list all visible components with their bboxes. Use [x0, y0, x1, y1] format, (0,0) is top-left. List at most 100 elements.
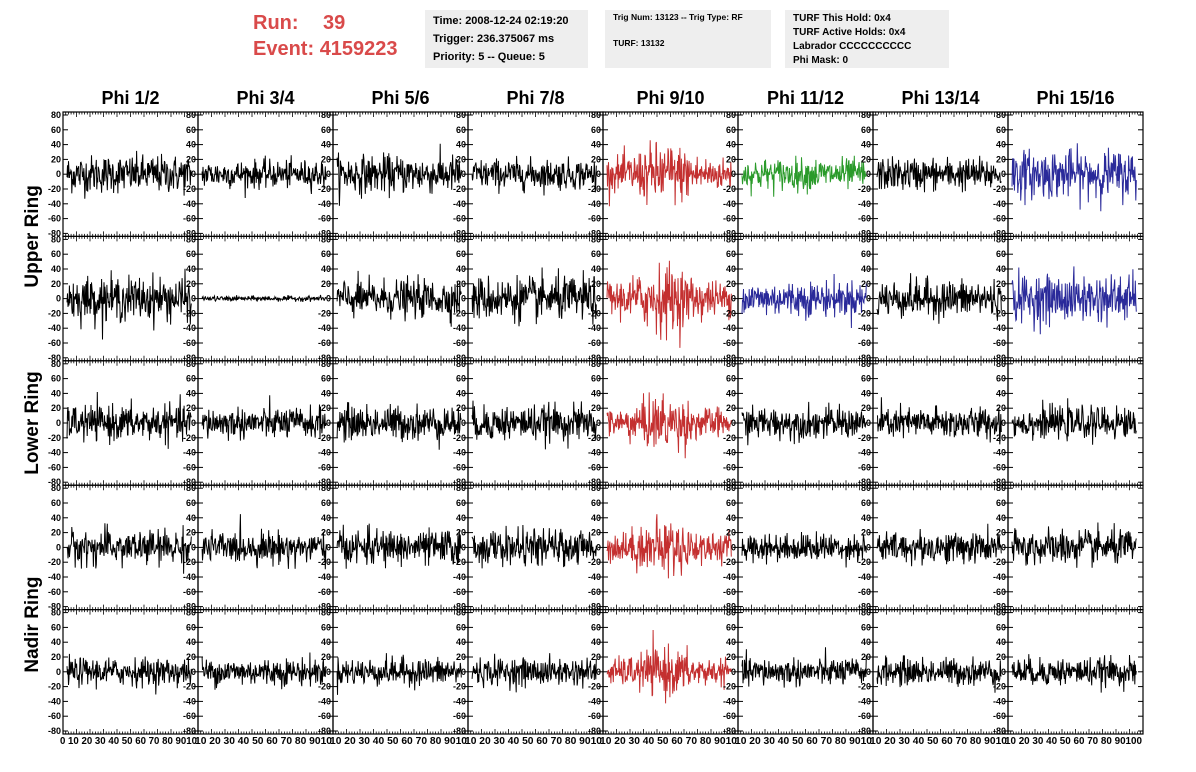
waveform-r5c1 [66, 653, 192, 695]
y-tick-label: 80 [591, 110, 601, 120]
y-tick-label: 40 [996, 140, 1006, 150]
y-tick-label: 60 [861, 125, 871, 135]
waveform-r4c8 [1011, 522, 1137, 568]
y-tick-label: 0 [191, 169, 196, 179]
y-tick-label: -40 [588, 448, 601, 458]
y-tick-label: -60 [723, 338, 736, 348]
y-tick-label: -60 [993, 462, 1006, 472]
y-tick-label: 40 [591, 264, 601, 274]
y-tick-label: -20 [858, 433, 871, 443]
y-tick-label: 20 [51, 279, 61, 289]
y-tick-label: 40 [456, 513, 466, 523]
y-tick-label: 40 [51, 264, 61, 274]
y-tick-label: 20 [51, 528, 61, 538]
y-tick-label: 0 [326, 418, 331, 428]
turf-num-text: TURF: 13132 [613, 38, 665, 48]
y-tick-label: -80 [588, 477, 601, 487]
y-tick-label: -20 [48, 184, 61, 194]
y-tick-label: 60 [321, 498, 331, 508]
labrador-text: Labrador CCCCCCCCCC [793, 41, 912, 52]
y-tick-label: -60 [588, 338, 601, 348]
y-tick-label: -60 [453, 711, 466, 721]
y-tick-label: -80 [48, 602, 61, 612]
y-tick-label: -20 [453, 308, 466, 318]
y-tick-label: 40 [996, 513, 1006, 523]
y-tick-label: -40 [183, 572, 196, 582]
y-tick-label: 60 [186, 374, 196, 384]
y-tick-label: 0 [461, 667, 466, 677]
y-tick-label: 40 [861, 388, 871, 398]
y-tick-label: -40 [48, 572, 61, 582]
turf-active-text: TURF Active Holds: 0x4 [793, 27, 906, 38]
y-tick-label: 80 [321, 483, 331, 493]
y-tick-label: 80 [321, 234, 331, 244]
y-tick-label: -60 [183, 711, 196, 721]
y-tick-label: -80 [48, 726, 61, 736]
y-tick-label: 0 [1001, 542, 1006, 552]
y-tick-label: 20 [591, 528, 601, 538]
column-label-2: Phi 3/4 [236, 88, 294, 108]
ring-label-2: Lower Ring [22, 371, 43, 474]
y-tick-label: 0 [461, 294, 466, 304]
y-tick-label: 20 [861, 528, 871, 538]
y-tick-label: 0 [461, 169, 466, 179]
y-tick-label: 0 [326, 169, 331, 179]
y-tick-label: 80 [591, 234, 601, 244]
y-tick-label: 40 [186, 264, 196, 274]
y-tick-label: 20 [186, 528, 196, 538]
y-tick-label: -20 [183, 433, 196, 443]
y-tick-label: -40 [183, 448, 196, 458]
y-tick-label: -20 [318, 557, 331, 567]
waveform-r3c5 [606, 392, 732, 459]
y-tick-label: -80 [588, 602, 601, 612]
y-tick-label: 40 [51, 388, 61, 398]
y-tick-label: 40 [51, 140, 61, 150]
y-tick-label: 40 [321, 513, 331, 523]
y-tick-label: 60 [726, 249, 736, 259]
y-tick-label: 40 [321, 264, 331, 274]
y-tick-label: -40 [318, 696, 331, 706]
y-tick-label: 0 [731, 418, 736, 428]
y-tick-label: -80 [993, 477, 1006, 487]
y-tick-label: -60 [858, 338, 871, 348]
y-tick-label: 80 [51, 234, 61, 244]
y-tick-label: -20 [183, 184, 196, 194]
y-tick-label: 60 [456, 498, 466, 508]
y-tick-label: 40 [51, 637, 61, 647]
y-tick-label: -40 [723, 448, 736, 458]
y-tick-label: -60 [993, 587, 1006, 597]
y-tick-label: 40 [996, 264, 1006, 274]
y-tick-label: 80 [726, 110, 736, 120]
y-tick-label: -60 [48, 711, 61, 721]
y-tick-label: 20 [456, 403, 466, 413]
waveform-r4c2 [201, 514, 327, 570]
y-tick-label: 60 [996, 125, 1006, 135]
y-tick-label: -20 [588, 682, 601, 692]
y-tick-label: -20 [453, 184, 466, 194]
y-tick-label: -40 [858, 199, 871, 209]
waveform-r3c6 [741, 401, 867, 446]
y-tick-label: 60 [996, 249, 1006, 259]
y-tick-label: 40 [186, 388, 196, 398]
y-tick-label: 80 [51, 608, 61, 618]
y-tick-label: -60 [993, 338, 1006, 348]
y-tick-label: 20 [861, 403, 871, 413]
y-tick-label: -60 [48, 214, 61, 224]
y-tick-label: -80 [858, 602, 871, 612]
y-tick-label: -60 [318, 711, 331, 721]
y-tick-label: -20 [993, 308, 1006, 318]
turf-info-box: TURF This Hold: 0x4 TURF Active Holds: 0… [785, 10, 949, 68]
y-tick-label: 20 [321, 528, 331, 538]
run-label: Run: [253, 12, 299, 34]
y-tick-label: 20 [456, 154, 466, 164]
y-tick-label: -40 [453, 448, 466, 458]
y-tick-label: 0 [731, 667, 736, 677]
y-tick-label: -80 [993, 602, 1006, 612]
waveform-r4c1 [66, 523, 192, 574]
y-tick-label: 20 [51, 154, 61, 164]
y-tick-label: 60 [321, 374, 331, 384]
trigger-text: Trigger: 236.375067 ms [433, 33, 555, 45]
y-tick-label: 80 [861, 483, 871, 493]
y-tick-label: 80 [321, 359, 331, 369]
y-tick-label: 80 [996, 234, 1006, 244]
